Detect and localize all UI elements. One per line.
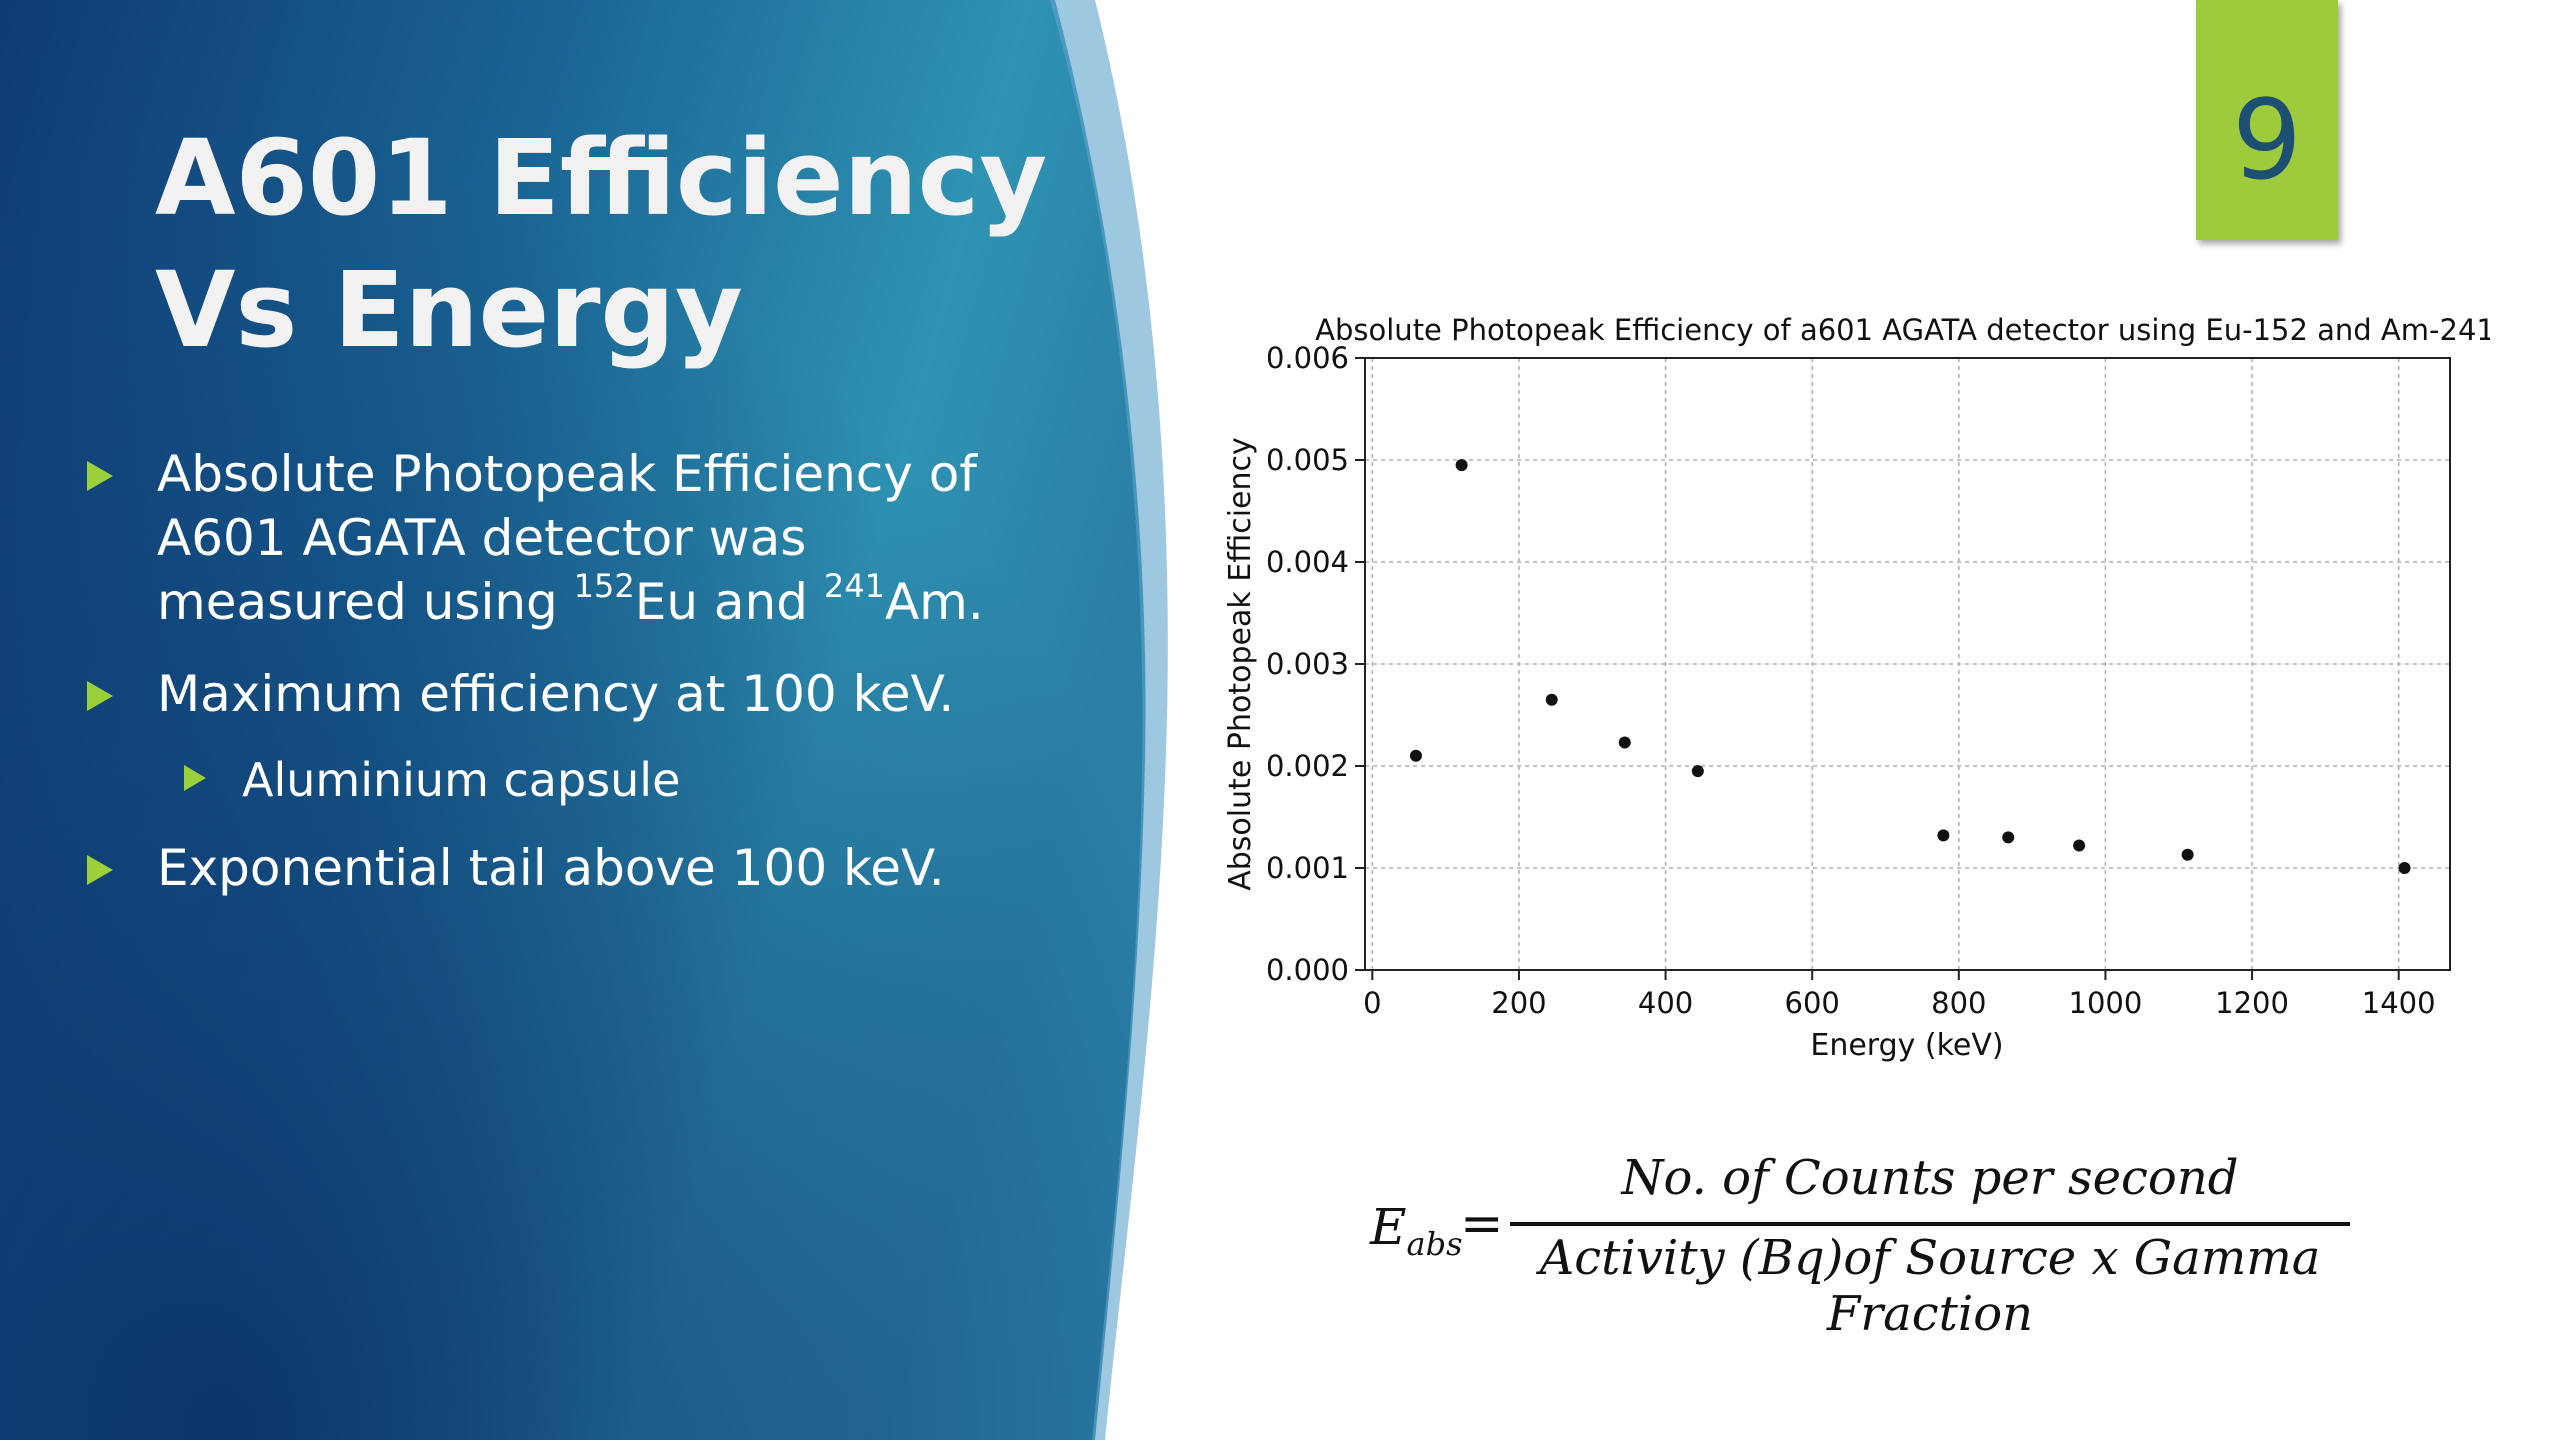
data-point	[2002, 831, 2015, 844]
data-point	[1937, 829, 1950, 842]
formula-numerator: No. of Counts per second	[1621, 1150, 2239, 1206]
data-point	[1691, 765, 1704, 778]
formula-equals: =	[1460, 1194, 1504, 1254]
chart-points	[1409, 459, 2411, 874]
chart-grid	[1365, 357, 2450, 971]
y-axis-label: Absolute Photopeak Efficiency	[1223, 437, 1258, 891]
bullet-1-text-mid: Eu and	[634, 573, 824, 631]
x-tick-label: 1200	[2215, 986, 2289, 1020]
bullet-1-line-3: measured using 152Eu and 241Am.	[157, 570, 984, 634]
bullet-exponential-tail: Exponential tail above 100 keV.	[87, 836, 945, 900]
sub-bullet-arrow-icon	[184, 765, 206, 791]
data-point	[1618, 736, 1631, 749]
formula-fraction-bar	[1510, 1222, 2350, 1226]
y-tick-label: 0.002	[1266, 749, 1349, 783]
bullet-1-text-post: Am.	[884, 573, 984, 631]
chart-ticks: 0 200 400 600 800 1000 1200 1400 0.000 0.001 0.002…	[1266, 341, 2436, 1020]
formula-denominator: Activity (Bq)of Source x Gamma Fraction	[1539, 1230, 2321, 1342]
x-tick-label: 800	[1931, 986, 1986, 1020]
slide-title: A601 Efficiency Vs Energy	[155, 112, 1155, 376]
formula-subscript: abs	[1406, 1225, 1463, 1263]
data-point	[2073, 839, 2086, 852]
bullet-2-text: Maximum efficiency at 100 keV.	[157, 665, 955, 723]
bullet-3-text: Exponential tail above 100 keV.	[157, 839, 945, 897]
title-line-2: Vs Energy	[155, 249, 743, 371]
bullet-maximum-efficiency: Maximum efficiency at 100 keV.	[87, 662, 955, 726]
page-number-badge: 9	[2196, 0, 2338, 240]
y-tick-label: 0.006	[1266, 341, 1349, 375]
x-tick-label: 1400	[2362, 986, 2436, 1020]
bullet-arrow-icon	[87, 681, 113, 711]
y-tick-label: 0.004	[1266, 545, 1349, 579]
y-tick-label: 0.000	[1266, 953, 1349, 987]
page-number: 9	[2232, 76, 2302, 204]
formula-lhs: Eabs	[1370, 1198, 1462, 1263]
title-line-1: A601 Efficiency	[155, 117, 1048, 239]
formula-e: E	[1370, 1198, 1407, 1256]
y-tick-label: 0.001	[1266, 851, 1349, 885]
y-tick-label: 0.003	[1266, 647, 1349, 681]
y-tick-label: 0.005	[1266, 443, 1349, 477]
x-axis-label: Energy (keV)	[1810, 1028, 2003, 1063]
x-tick-label: 0	[1363, 986, 1381, 1020]
bullet-arrow-icon	[87, 855, 113, 885]
data-point	[2398, 862, 2411, 874]
chart-title: Absolute Photopeak Efficiency of a601 AG…	[1315, 313, 2490, 347]
sub-bullet-text: Aluminium capsule	[242, 753, 681, 807]
x-tick-label: 400	[1638, 986, 1693, 1020]
data-point	[1455, 459, 1468, 472]
bullet-arrow-icon	[87, 461, 113, 491]
bullet-1-line-2: A601 AGATA detector was	[157, 509, 807, 567]
x-tick-label: 200	[1491, 986, 1546, 1020]
x-tick-label: 1000	[2069, 986, 2143, 1020]
data-point	[2181, 848, 2194, 861]
bullet-1-line-1: Absolute Photopeak Efficiency of	[157, 445, 977, 503]
x-tick-label: 600	[1785, 986, 1840, 1020]
efficiency-formula: Eabs = No. of Counts per second Activity…	[1365, 1150, 2365, 1342]
bullet-1-text-pre: measured using	[157, 573, 574, 631]
plot-frame	[1364, 357, 2451, 971]
bullet-efficiency-measurement: Absolute Photopeak Efficiency of A601 AG…	[87, 442, 984, 634]
efficiency-scatter-chart: Absolute Photopeak Efficiency of a601 AG…	[1223, 313, 2490, 1063]
data-point	[1409, 749, 1422, 762]
sub-bullet-aluminium-capsule: Aluminium capsule	[184, 748, 681, 812]
data-point	[1545, 693, 1558, 706]
am-mass-number: 241	[823, 567, 885, 605]
eu-mass-number: 152	[573, 567, 635, 605]
